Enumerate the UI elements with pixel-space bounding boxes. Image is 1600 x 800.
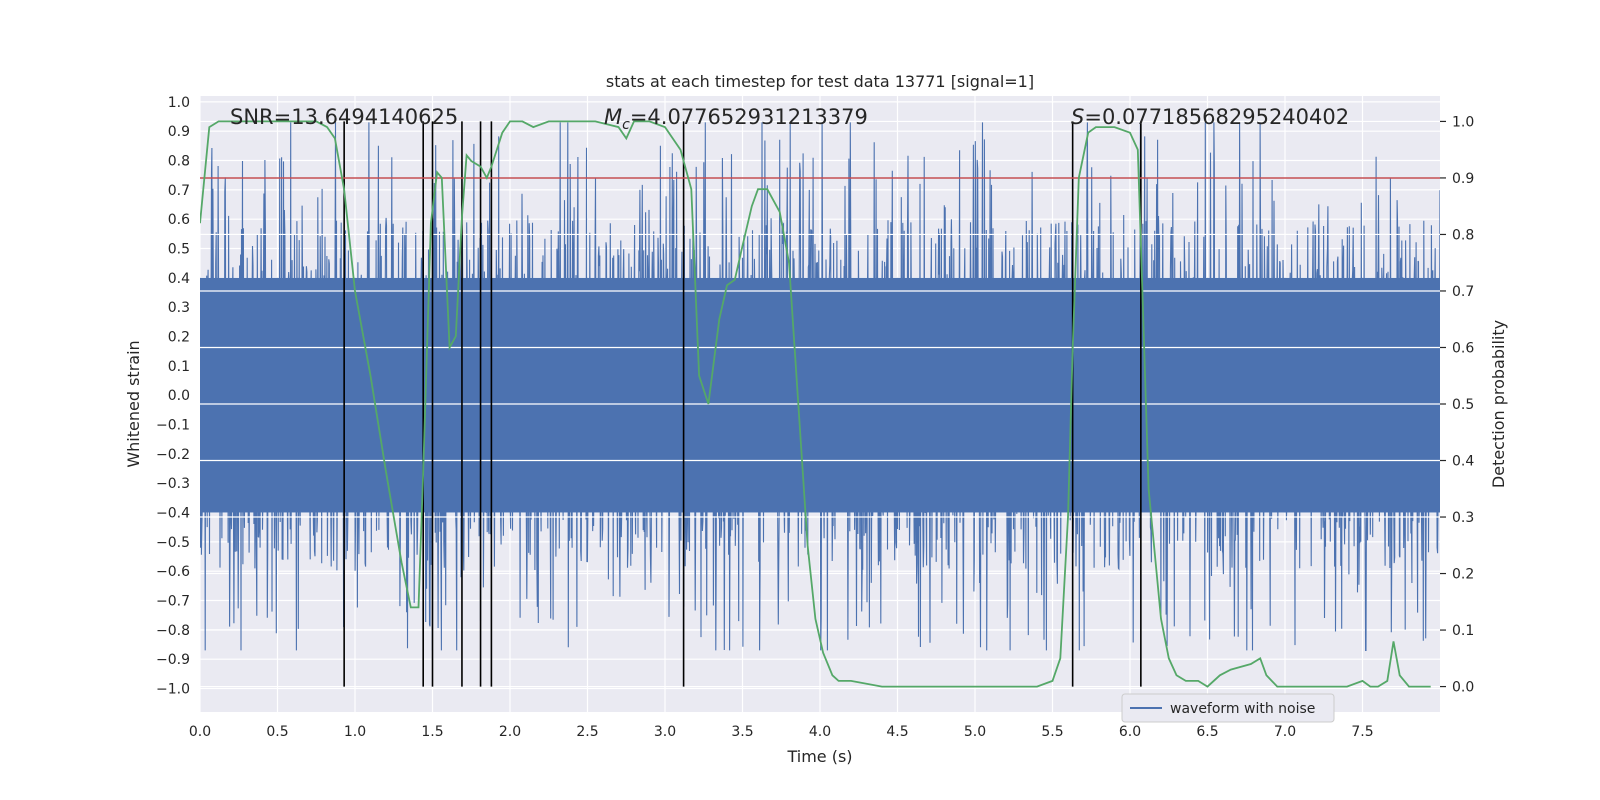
y-right-tick-label: 0.7 [1452,284,1474,300]
y-left-tick-label: 0.9 [168,124,190,140]
chart-title: stats at each timestep for test data 137… [606,72,1034,91]
y-left-tick-label: 0.3 [168,300,190,316]
y-left-tick-label: −1.0 [156,682,190,698]
y-right-tick-label: 0.3 [1452,510,1474,526]
probability-line [200,120,1431,688]
x-axis-label: Time (s) [786,747,852,766]
y-left-tick-label: −0.7 [156,594,190,610]
x-tick-label: 1.5 [421,724,443,740]
legend-label: waveform with noise [1170,701,1315,717]
waveform-core [200,277,1440,513]
y-left-tick-label: 1.0 [168,95,190,111]
x-tick-label: 5.5 [1041,724,1063,740]
y-right-tick-label: 0.1 [1452,623,1474,639]
y-left-ticks: 1.0 0.9 0.8 0.7 0.6 0.5 0.4 0.3 0.2 0.1 0.0 −0.1 −0.… [156,95,190,698]
x-tick-label: 0.0 [189,724,211,740]
y-left-tick-label: −0.3 [156,476,190,492]
y-right-tick-label: 0.2 [1452,567,1474,583]
y-left-tick-label: −0.2 [156,447,190,463]
y-left-tick-label: −0.6 [156,564,190,580]
x-ticks: 0.0 0.5 1.0 1.5 2.0 2.5 3.0 3.5 4.0 4.5 5.0 5.5 6.0 6… [189,724,1374,740]
y-left-tick-label: −0.5 [156,535,190,551]
y-left-tick-label: 0.6 [168,212,190,228]
spin-annotation: S=0.07718568295240402 [1071,105,1349,129]
y-right-tick-label: 1.0 [1452,114,1474,130]
snr-annotation: SNR=13.6494140625 [230,105,458,129]
x-tick-label: 1.0 [344,724,366,740]
x-tick-label: 0.5 [266,724,288,740]
x-tick-label: 4.0 [809,724,831,740]
x-tick-label: 3.5 [731,724,753,740]
x-tick-label: 4.5 [886,724,908,740]
y-right-tick-label: 0.4 [1452,454,1474,470]
x-tick-label: 5.0 [964,724,986,740]
x-tick-label: 7.0 [1274,724,1296,740]
y-right-ticks: 1.0 0.9 0.8 0.7 0.6 0.5 0.4 0.3 0.2 0.1 0.0 [1440,114,1474,696]
y-right-tick-label: 0.8 [1452,227,1474,243]
legend-box [1121,693,1335,723]
y-left-tick-label: 0.5 [168,242,190,258]
y-left-tick-label: −0.9 [156,652,190,668]
y-left-tick-label: 0.4 [168,271,190,287]
y-left-tick-label: −0.1 [156,418,190,434]
chirp-mass-annotation: Mc=4.077652931213379 [604,105,868,133]
x-tick-label: 3.0 [654,724,676,740]
x-tick-label: 6.5 [1196,724,1218,740]
x-tick-label: 6.0 [1119,724,1141,740]
chirp-mass-subscript: c [622,117,630,133]
y-left-tick-label: 0.0 [168,388,190,404]
chirp-mass-value: =4.077652931213379 [630,105,868,129]
chirp-mass-symbol: M [604,105,622,129]
legend: waveform with noise [1121,693,1335,723]
y-left-tick-label: 0.2 [168,330,190,346]
y-left-tick-label: −0.4 [156,506,190,522]
y-right-tick-label: 0.5 [1452,397,1474,413]
spin-value: =0.07718568295240402 [1084,105,1349,129]
x-tick-label: 2.0 [499,724,521,740]
y-left-tick-label: −0.8 [156,623,190,639]
y-left-axis-label: Whitened strain [124,340,143,467]
waveform-series [200,122,1440,651]
x-tick-label: 7.5 [1351,724,1373,740]
y-left-tick-label: 0.7 [168,183,190,199]
y-left-tick-label: 0.1 [168,359,190,375]
y-right-tick-label: 0.6 [1452,340,1474,356]
y-left-tick-label: 0.8 [168,154,190,170]
probability-series [200,120,1440,688]
spin-symbol: S [1071,105,1084,129]
y-right-tick-label: 0.9 [1452,171,1474,187]
x-tick-label: 2.5 [576,724,598,740]
y-right-axis-label: Detection probability [1489,320,1508,488]
y-right-tick-label: 0.0 [1452,680,1474,696]
